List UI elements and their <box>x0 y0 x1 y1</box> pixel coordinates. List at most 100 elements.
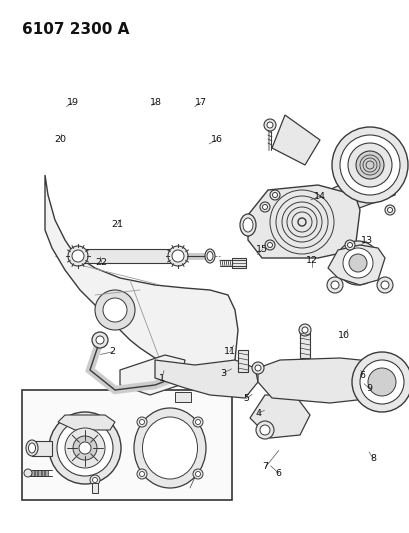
Text: 14: 14 <box>313 192 325 200</box>
Circle shape <box>263 119 275 131</box>
Circle shape <box>359 360 403 404</box>
Circle shape <box>344 240 354 250</box>
Text: 8: 8 <box>369 454 375 463</box>
Circle shape <box>387 207 391 213</box>
Circle shape <box>195 472 200 477</box>
Bar <box>175 392 191 402</box>
Polygon shape <box>249 395 309 438</box>
Circle shape <box>139 419 144 424</box>
Circle shape <box>335 241 379 285</box>
Text: 18: 18 <box>149 98 162 107</box>
Circle shape <box>49 412 121 484</box>
Circle shape <box>193 469 202 479</box>
Text: 7: 7 <box>262 463 268 471</box>
Polygon shape <box>271 115 319 165</box>
Text: 16: 16 <box>211 135 223 144</box>
Circle shape <box>137 469 147 479</box>
Bar <box>237 350 247 372</box>
Circle shape <box>72 250 84 262</box>
Text: 15: 15 <box>256 245 268 254</box>
Circle shape <box>172 250 184 262</box>
Circle shape <box>254 365 261 371</box>
Polygon shape <box>327 245 384 285</box>
Text: 6: 6 <box>275 469 281 478</box>
Ellipse shape <box>29 443 36 453</box>
Text: 2: 2 <box>110 348 115 356</box>
Ellipse shape <box>134 408 205 488</box>
Circle shape <box>139 472 144 477</box>
Circle shape <box>255 421 273 439</box>
Bar <box>92 483 98 493</box>
Text: 1: 1 <box>159 374 164 383</box>
Circle shape <box>342 248 372 278</box>
Circle shape <box>351 352 409 412</box>
Circle shape <box>92 478 97 482</box>
Polygon shape <box>45 175 237 375</box>
Text: 6: 6 <box>359 371 365 379</box>
Circle shape <box>380 281 388 289</box>
Text: 12: 12 <box>305 256 317 264</box>
Bar <box>78 249 178 263</box>
Bar <box>231 258 245 268</box>
Circle shape <box>270 190 279 200</box>
Bar <box>28 470 30 476</box>
Polygon shape <box>317 140 399 215</box>
Text: 22: 22 <box>95 258 108 266</box>
Circle shape <box>384 205 394 215</box>
Text: 9: 9 <box>365 384 371 392</box>
Circle shape <box>79 442 91 454</box>
Polygon shape <box>120 355 184 395</box>
Ellipse shape <box>142 417 197 479</box>
Text: 20: 20 <box>54 135 67 144</box>
Circle shape <box>267 243 272 247</box>
Circle shape <box>298 324 310 336</box>
Circle shape <box>347 143 391 187</box>
Ellipse shape <box>243 218 252 232</box>
Ellipse shape <box>204 249 214 263</box>
Circle shape <box>137 417 147 427</box>
Circle shape <box>355 151 383 179</box>
Polygon shape <box>32 441 52 456</box>
Bar <box>42 470 45 476</box>
Circle shape <box>193 417 202 427</box>
Circle shape <box>301 327 307 333</box>
Polygon shape <box>247 185 359 258</box>
Circle shape <box>348 254 366 272</box>
Circle shape <box>339 135 399 195</box>
Polygon shape <box>257 358 384 403</box>
Bar <box>35 470 37 476</box>
Text: 5: 5 <box>243 394 248 403</box>
Text: 17: 17 <box>194 98 207 107</box>
Circle shape <box>103 298 127 322</box>
Ellipse shape <box>26 440 38 456</box>
Polygon shape <box>58 415 115 430</box>
Circle shape <box>331 127 407 203</box>
Polygon shape <box>155 360 257 398</box>
Bar <box>31 470 34 476</box>
Circle shape <box>272 192 277 198</box>
Text: 3: 3 <box>220 369 226 377</box>
Circle shape <box>24 469 32 477</box>
Circle shape <box>376 277 392 293</box>
Circle shape <box>252 362 263 374</box>
Ellipse shape <box>207 252 213 261</box>
Circle shape <box>264 240 274 250</box>
Circle shape <box>195 419 200 424</box>
Circle shape <box>65 428 105 468</box>
Text: 21: 21 <box>110 221 123 229</box>
Circle shape <box>57 420 113 476</box>
Circle shape <box>259 425 270 435</box>
Text: 19: 19 <box>67 98 79 107</box>
Circle shape <box>96 336 104 344</box>
Circle shape <box>92 332 108 348</box>
Text: 11: 11 <box>223 348 235 356</box>
Circle shape <box>73 436 97 460</box>
Circle shape <box>330 281 338 289</box>
Ellipse shape <box>239 214 255 236</box>
Circle shape <box>90 475 100 485</box>
Bar <box>299 330 309 358</box>
Text: 10: 10 <box>337 332 350 340</box>
Bar <box>22 390 231 500</box>
Circle shape <box>259 202 270 212</box>
Bar <box>38 470 41 476</box>
